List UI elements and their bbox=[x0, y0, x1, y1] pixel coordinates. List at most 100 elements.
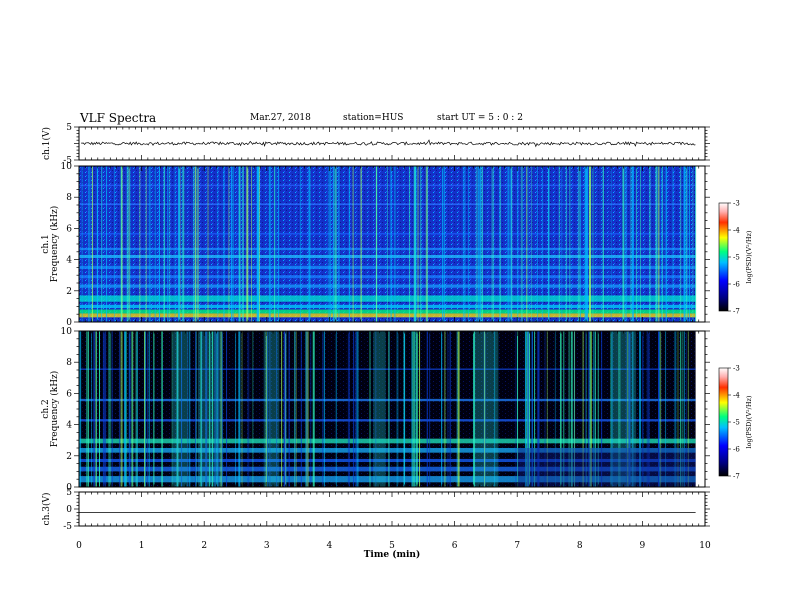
spectrogram-streak bbox=[221, 331, 223, 487]
spectrogram-streak bbox=[91, 166, 93, 322]
spectrogram-streak bbox=[563, 331, 565, 487]
spectrogram-streak bbox=[80, 331, 82, 487]
spectrogram-streak bbox=[299, 166, 301, 322]
spectrogram-streak bbox=[411, 331, 413, 487]
spectrogram-streak bbox=[425, 166, 428, 322]
colorbar-label: log(PSD)(V²/Hz) bbox=[745, 395, 753, 448]
y-tick-label: 0 bbox=[66, 505, 72, 515]
spectrogram-streak bbox=[623, 166, 625, 322]
spectrogram-band bbox=[79, 466, 696, 472]
y-tick-label: 6 bbox=[66, 224, 72, 234]
spectrogram-streak bbox=[648, 331, 650, 487]
spectrogram-streak bbox=[101, 166, 103, 322]
spectrogram-streak bbox=[639, 331, 642, 487]
spectrogram-streak bbox=[661, 166, 663, 322]
spectrogram-streak bbox=[93, 331, 96, 487]
x-axis-label: Time (min) bbox=[364, 549, 421, 560]
spectrogram-streak bbox=[284, 331, 286, 487]
spectrogram-streak bbox=[491, 166, 493, 322]
spectrogram-streak bbox=[121, 166, 123, 322]
colorbar-tick-label: -5 bbox=[733, 254, 740, 262]
spectrogram-streak bbox=[511, 166, 513, 322]
spectrogram-band bbox=[79, 184, 696, 187]
y-axis-label: ch.1 bbox=[41, 234, 51, 253]
y-axis-label: ch.2 bbox=[41, 399, 51, 418]
spectrogram-streak bbox=[348, 166, 350, 322]
spectrogram-streak bbox=[167, 166, 169, 322]
y-axis-label: ch.3(V) bbox=[41, 493, 52, 526]
spectrogram-streak bbox=[589, 166, 592, 322]
spectrogram-streak bbox=[177, 166, 179, 322]
spectrogram-streak bbox=[610, 331, 612, 487]
spectrogram-streak bbox=[619, 331, 621, 487]
spectrogram-streak bbox=[534, 331, 536, 487]
spectrogram-streak bbox=[426, 331, 428, 487]
spectrogram-streak bbox=[632, 331, 634, 487]
spectrogram-streak bbox=[200, 331, 202, 487]
spectrogram-streak bbox=[585, 166, 588, 322]
spectrogram-streak bbox=[100, 166, 102, 322]
spectrogram-streak bbox=[278, 166, 280, 322]
spectrogram-streak bbox=[664, 166, 666, 322]
spectrogram-streak bbox=[687, 331, 689, 487]
y-tick-label: 2 bbox=[66, 287, 72, 297]
x-tick-label: 6 bbox=[452, 541, 458, 551]
spectrogram-streak bbox=[193, 166, 195, 322]
spectrogram-streak bbox=[541, 166, 543, 322]
spectrogram-streak bbox=[119, 331, 121, 487]
spectrogram-streak bbox=[677, 331, 679, 487]
x-tick-label: 2 bbox=[201, 541, 207, 551]
spectrogram-streak bbox=[589, 331, 591, 487]
spectrogram-streak bbox=[672, 166, 674, 322]
spectrogram-streak bbox=[544, 331, 546, 487]
panel-ch3-waveform: 5 0 -5 ch.3(V) bbox=[41, 488, 710, 532]
spectrogram-streak bbox=[375, 331, 377, 487]
spectrogram-streak bbox=[531, 331, 533, 487]
spectrogram-streak bbox=[194, 166, 196, 322]
spectrogram-streak bbox=[148, 331, 150, 487]
spectrogram-streak bbox=[408, 166, 410, 322]
spectrogram-streak bbox=[125, 331, 127, 487]
spectrogram-streak bbox=[508, 166, 510, 322]
spectrogram-streak bbox=[622, 166, 624, 322]
spectrogram-streak bbox=[242, 166, 244, 322]
spectrogram-streak bbox=[537, 331, 539, 487]
spectrogram-streak bbox=[601, 331, 603, 487]
spectrogram-streak bbox=[205, 331, 208, 487]
spectrogram-streak bbox=[403, 331, 405, 487]
spectrogram-streak bbox=[128, 331, 131, 487]
spectrogram-lowband bbox=[517, 448, 696, 487]
spectrogram-streak bbox=[627, 331, 629, 487]
y-tick-label: 10 bbox=[61, 327, 73, 337]
spectrogram-streak bbox=[181, 331, 183, 487]
spectrogram-streak bbox=[230, 166, 232, 322]
spectrogram-streak bbox=[646, 331, 649, 487]
spectrogram-streak bbox=[266, 331, 268, 487]
spectrogram-streak bbox=[594, 331, 596, 487]
spectrogram-band bbox=[79, 233, 696, 235]
spectrogram-streak bbox=[128, 166, 130, 322]
spectrogram-streak bbox=[288, 331, 290, 487]
spectrogram-streak bbox=[178, 166, 180, 322]
spectrogram-streak bbox=[223, 166, 225, 322]
spectrogram-band bbox=[79, 419, 696, 422]
spectrogram-streak bbox=[659, 331, 661, 487]
spectrogram-streak bbox=[695, 166, 697, 322]
spectrogram-streak bbox=[335, 331, 337, 487]
spectrogram-streak bbox=[526, 331, 528, 487]
spectrogram-streak bbox=[189, 331, 191, 487]
spectrogram-streak bbox=[360, 166, 362, 322]
spectrogram-streak bbox=[310, 331, 312, 487]
spectrogram-streak bbox=[95, 331, 97, 487]
spectrogram-streak bbox=[546, 331, 548, 487]
spectrogram-streak bbox=[526, 166, 528, 322]
spectrogram-streak bbox=[529, 331, 531, 487]
spectrogram-band bbox=[79, 265, 696, 269]
spectrogram-streak bbox=[426, 166, 428, 322]
spectrogram-streak bbox=[113, 166, 115, 322]
colorbar-tick-label: -7 bbox=[733, 308, 740, 316]
spectrogram-streak bbox=[639, 166, 641, 322]
spectrogram-streak bbox=[200, 331, 202, 487]
spectrogram-streak bbox=[135, 331, 138, 487]
spectrogram-streak bbox=[241, 331, 243, 487]
